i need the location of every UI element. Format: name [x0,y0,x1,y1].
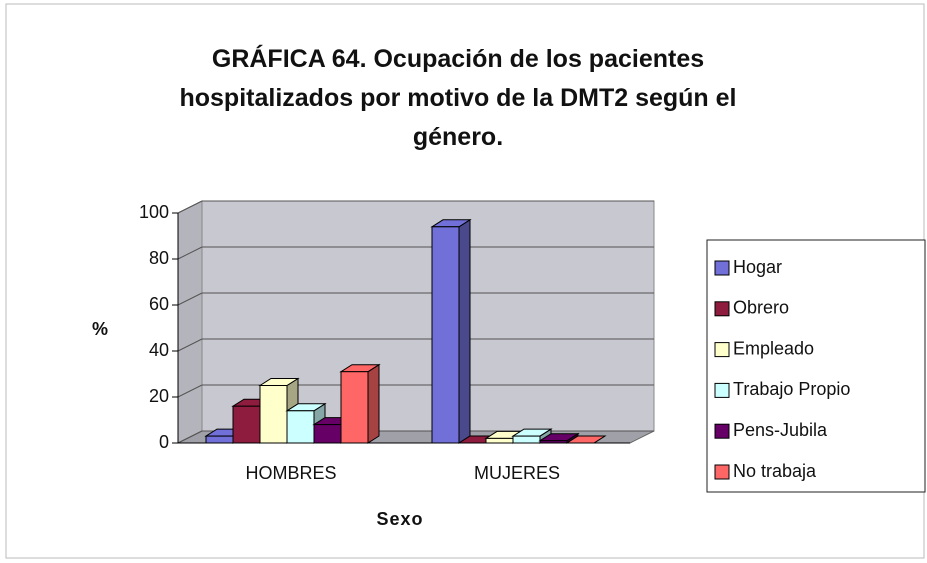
legend-box [706,239,926,493]
y-axis-label: % [92,319,108,339]
grid-line [177,430,203,444]
legend-label: Trabajo Propio [733,379,850,399]
y-tick-label: 0 [159,432,169,452]
legend-label: No trabaja [733,461,817,481]
y-tick-label: 20 [149,386,169,406]
legend-swatch [714,301,730,317]
legend-label: Obrero [733,298,789,318]
legend-swatch [714,464,730,480]
bar [339,363,381,444]
bar-front [259,385,288,444]
x-axis-label: Sexo [376,509,423,529]
grid-line [177,292,203,306]
grid-line [177,338,203,352]
x-tick-label: HOMBRES [245,463,336,483]
y-tick-label: 60 [149,294,169,314]
bar-side-shade [459,219,470,443]
legend-label: Empleado [733,338,814,358]
bar-front [512,435,541,444]
side-wall [177,200,203,444]
bar-front [340,371,369,444]
legend-label: Pens-Jubila [733,420,828,440]
bar-side-shade [368,364,379,443]
legend-label: Hogar [733,257,782,277]
grid-line [177,246,203,260]
bar-front [313,424,342,444]
y-tick-label: 100 [139,202,169,222]
grid-line [177,384,203,398]
bar-front [232,405,261,444]
y-tick-label: 80 [149,248,169,268]
bar [565,435,607,444]
bar [430,218,472,444]
x-tick-label: MUJERES [474,463,560,483]
bar-front [485,437,514,444]
bar-front [205,435,234,444]
legend-swatch [714,423,730,439]
legend-swatch [714,342,730,358]
bar-front [431,226,460,444]
legend-swatch [714,260,730,276]
bar-front [286,410,315,444]
chart-title: GRÁFICA 64. Ocupación de los pacientes h… [179,45,737,151]
legend-swatch [714,382,730,398]
y-tick-label: 40 [149,340,169,360]
grid-line [177,200,203,214]
